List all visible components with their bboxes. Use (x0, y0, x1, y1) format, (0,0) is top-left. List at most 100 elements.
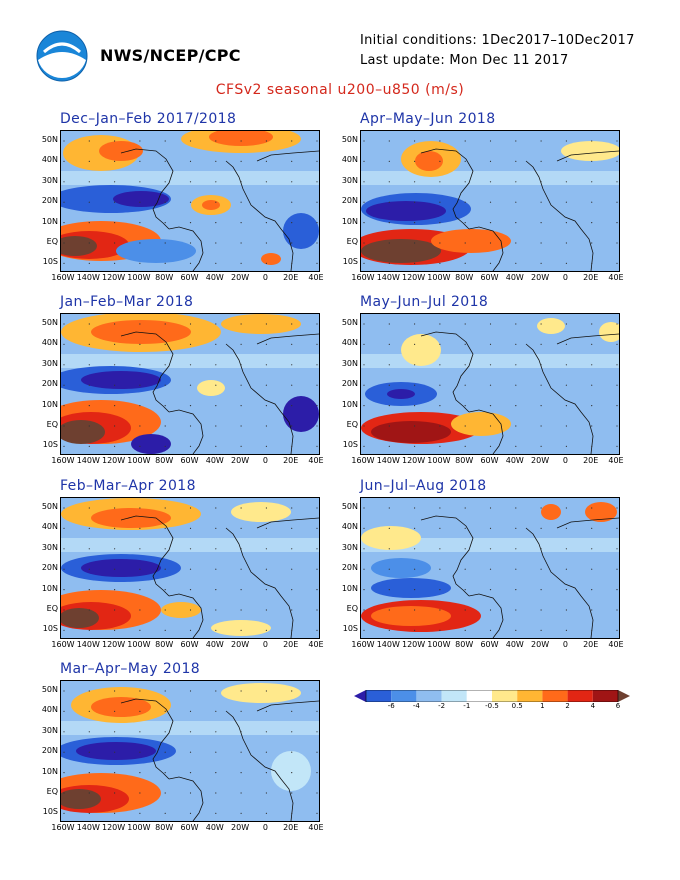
lon-tick-label: 140W (76, 273, 100, 282)
lon-tick-label: 20E (583, 456, 599, 465)
colorbar-segment (592, 690, 618, 702)
colorbar-tick-label: 2 (565, 702, 570, 710)
colorbar-segment (542, 690, 568, 702)
lat-tick-label: 50N (341, 135, 358, 144)
lat-tick-label: 10S (342, 440, 358, 450)
panel-title: Feb–Mar–Apr 2018 (60, 478, 196, 494)
lon-tick-label: 20W (531, 273, 550, 282)
anomaly-region (81, 371, 161, 389)
coastline (468, 226, 504, 271)
lat-tick-label: 10S (42, 624, 58, 634)
anomaly-region (271, 751, 311, 791)
colorbar-tick-label: 4 (590, 702, 596, 710)
lon-tick-label: 140W (376, 640, 400, 649)
lat-tick-label: 50N (41, 685, 58, 694)
lat-tick-label: 30N (341, 175, 358, 185)
anomaly-region (261, 253, 281, 265)
anomaly-region (91, 697, 151, 717)
anomaly-region (537, 318, 565, 334)
lon-tick-label: 40W (505, 273, 524, 282)
lon-tick-label: 20E (583, 273, 599, 282)
anomaly-region (61, 420, 105, 444)
lon-tick-label: 160W (51, 456, 75, 465)
lon-tick-label: 0 (562, 456, 568, 465)
lon-tick-label: 40W (205, 273, 224, 282)
anomaly-region (211, 620, 271, 636)
lon-tick-label: 140W (76, 640, 100, 649)
lat-tick-label: 10N (41, 583, 58, 593)
lat-tick-label: 30N (41, 175, 58, 185)
lat-tick-label: 10N (341, 216, 358, 226)
initial-conditions: Initial conditions: 1Dec2017–10Dec2017 (360, 33, 635, 48)
lon-tick-label: 100W (127, 273, 151, 282)
lon-tick-label: 40E (308, 273, 324, 282)
lon-tick-label: 160W (51, 273, 75, 282)
coastline (256, 700, 319, 712)
coastline (168, 409, 204, 454)
lat-tick-label: 10S (42, 807, 58, 817)
lat-tick-label: 50N (41, 135, 58, 144)
page-title: CFSv2 seasonal u200–u850 (m/s) (215, 82, 465, 98)
coastline (120, 331, 174, 413)
lon-tick-label: 140W (376, 273, 400, 282)
lat-tick-label: 30N (41, 725, 58, 735)
anomaly-region (76, 742, 156, 760)
lon-tick-label: 140W (76, 456, 100, 465)
panel-title: Apr–May–Jun 2018 (360, 111, 496, 127)
anomaly-region (221, 683, 301, 703)
lon-tick-label: 40E (608, 273, 624, 282)
anomaly-region (209, 131, 273, 146)
panel-title: Jun–Jul–Aug 2018 (360, 478, 487, 494)
lon-tick-label: 100W (127, 640, 151, 649)
lon-tick-label: 100W (427, 273, 451, 282)
lon-tick-label: 20W (231, 640, 250, 649)
anomaly-region (371, 606, 451, 626)
lon-tick-label: 0 (262, 640, 268, 649)
anomaly-region (197, 380, 225, 396)
colorbar-segment (466, 690, 492, 702)
lat-tick-label: 50N (341, 318, 358, 327)
lat-tick-label: 20N (41, 746, 58, 756)
coastline (525, 343, 594, 454)
lon-tick-label: 80W (155, 273, 174, 282)
colorbar-segment (366, 690, 392, 702)
anomaly-region (366, 201, 446, 221)
lon-tick-label: 140W (376, 456, 400, 465)
lat-tick-label: 10S (342, 624, 358, 634)
lon-tick-label: 160W (351, 273, 375, 282)
lat-tick-label: 30N (341, 358, 358, 368)
lon-tick-label: 80W (155, 823, 174, 832)
anomaly-region (561, 141, 619, 161)
anomaly-map (60, 680, 320, 822)
lon-tick-label: 100W (127, 456, 151, 465)
lon-tick-label: 120W (102, 640, 126, 649)
lon-tick-label: 40E (308, 823, 324, 832)
anomaly-region (431, 229, 511, 253)
lon-tick-label: 20E (283, 273, 299, 282)
coastline (256, 333, 319, 345)
coastline (420, 148, 474, 230)
lat-tick-label: 20N (341, 196, 358, 206)
colorbar-tick-label: -1 (463, 702, 471, 710)
coastline (556, 150, 619, 162)
lon-tick-label: 160W (351, 456, 375, 465)
coastline (168, 593, 204, 638)
lon-tick-label: 20W (531, 640, 550, 649)
lon-tick-label: 120W (102, 456, 126, 465)
lon-tick-label: 80W (455, 640, 474, 649)
anomaly-region (415, 151, 443, 171)
colorbar-segment (567, 690, 593, 702)
anomaly-region (91, 320, 191, 344)
coastline (256, 150, 319, 162)
lat-tick-label: 20N (341, 563, 358, 573)
lat-tick-label: 30N (41, 358, 58, 368)
lon-tick-label: 60W (180, 273, 199, 282)
lat-tick-label: 40N (341, 338, 358, 348)
coastline (525, 527, 594, 638)
anomaly-region (221, 314, 301, 334)
colorbar-tick-label: 6 (615, 702, 621, 710)
lon-tick-label: 60W (180, 823, 199, 832)
anomaly-region (61, 789, 101, 809)
lon-tick-label: 20W (231, 823, 250, 832)
anomaly-region (91, 508, 171, 528)
